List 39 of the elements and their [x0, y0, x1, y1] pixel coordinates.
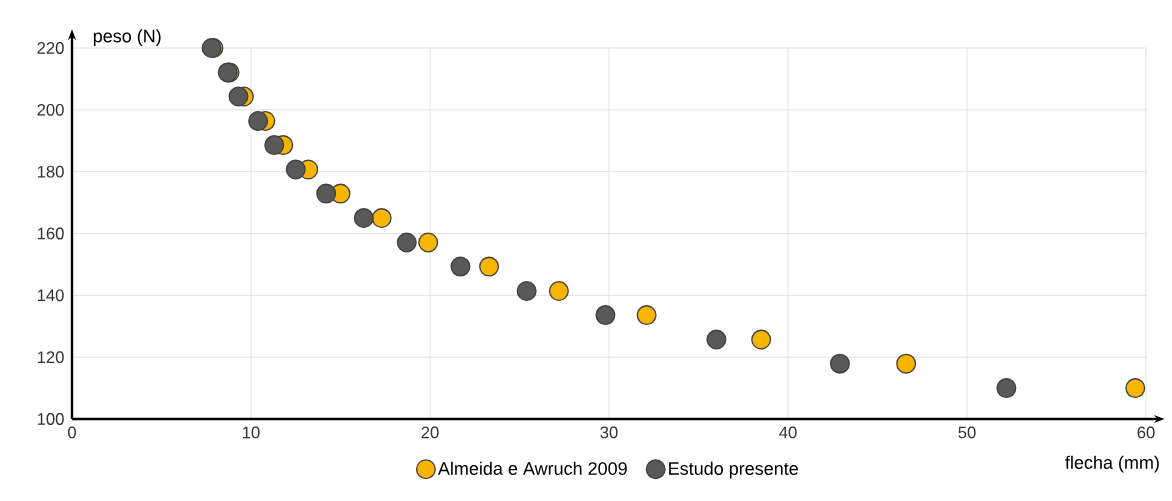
x-tick-label: 50	[958, 426, 976, 439]
point	[706, 329, 727, 350]
x-tick-label: 40	[779, 426, 797, 439]
y-tick-label: 100	[37, 413, 64, 425]
x-tick-label: 30	[600, 426, 618, 439]
point	[996, 378, 1017, 399]
point	[396, 232, 417, 253]
x-tick-label: 10	[243, 426, 260, 439]
point	[516, 281, 537, 302]
point	[595, 305, 616, 326]
legend-label: Almeida e Awruch 2009	[437, 461, 627, 475]
legend-label: Estudo presente	[669, 461, 798, 479]
x-tick-label: 60	[1137, 426, 1155, 439]
point	[636, 305, 657, 326]
y-axis-title: peso (N)	[93, 29, 161, 46]
y-tick-label: 120	[37, 351, 64, 364]
point	[353, 208, 374, 229]
point	[896, 353, 917, 374]
point	[829, 353, 850, 374]
point	[248, 110, 269, 131]
point	[228, 86, 249, 107]
point	[450, 256, 471, 277]
x-axis-title: flecha (mm)	[1065, 455, 1159, 473]
point	[285, 159, 306, 180]
point	[1125, 378, 1146, 399]
point	[418, 232, 439, 253]
point	[371, 208, 392, 229]
y-tick-label: 220	[37, 42, 64, 54]
point	[548, 281, 569, 302]
y-tick-label: 140	[37, 289, 64, 302]
point	[264, 135, 285, 156]
y-tick-label: 180	[37, 165, 64, 178]
x-tick-label: 20	[421, 426, 439, 439]
y-tick-label: 200	[37, 103, 64, 116]
point	[751, 329, 772, 350]
x-tick-label: 0	[68, 426, 76, 439]
point	[316, 183, 337, 204]
y-tick-label: 160	[37, 227, 64, 240]
point	[479, 256, 500, 277]
